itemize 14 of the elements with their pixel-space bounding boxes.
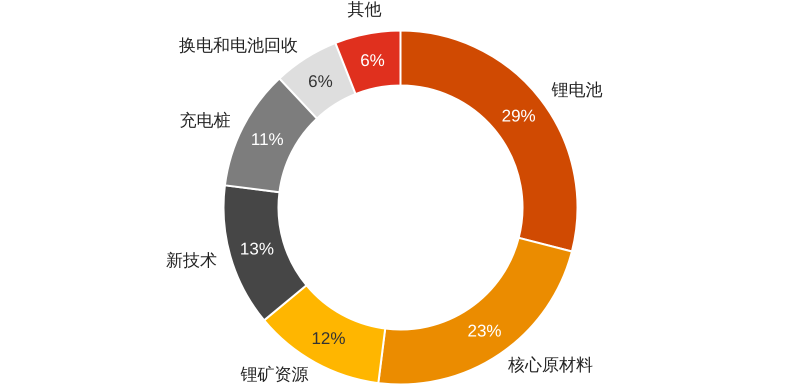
slice-label: 锂矿资源 [239, 364, 308, 385]
slice-label: 新技术 [166, 250, 218, 271]
slice-label: 换电和电池回收 [179, 36, 298, 56]
data-label: 13% [240, 240, 274, 259]
data-label: 6% [360, 51, 385, 70]
slice-label: 核心原材料 [506, 355, 593, 376]
data-label: 12% [311, 329, 346, 348]
data-label: 23% [468, 322, 502, 341]
data-label: 11% [250, 130, 284, 150]
slice-label: 充电桩 [179, 110, 230, 131]
data-label: 6% [308, 72, 333, 91]
data-label: 29% [502, 106, 536, 126]
slice-label: 其他 [348, 0, 382, 20]
slice-label: 锂电池 [550, 80, 602, 100]
